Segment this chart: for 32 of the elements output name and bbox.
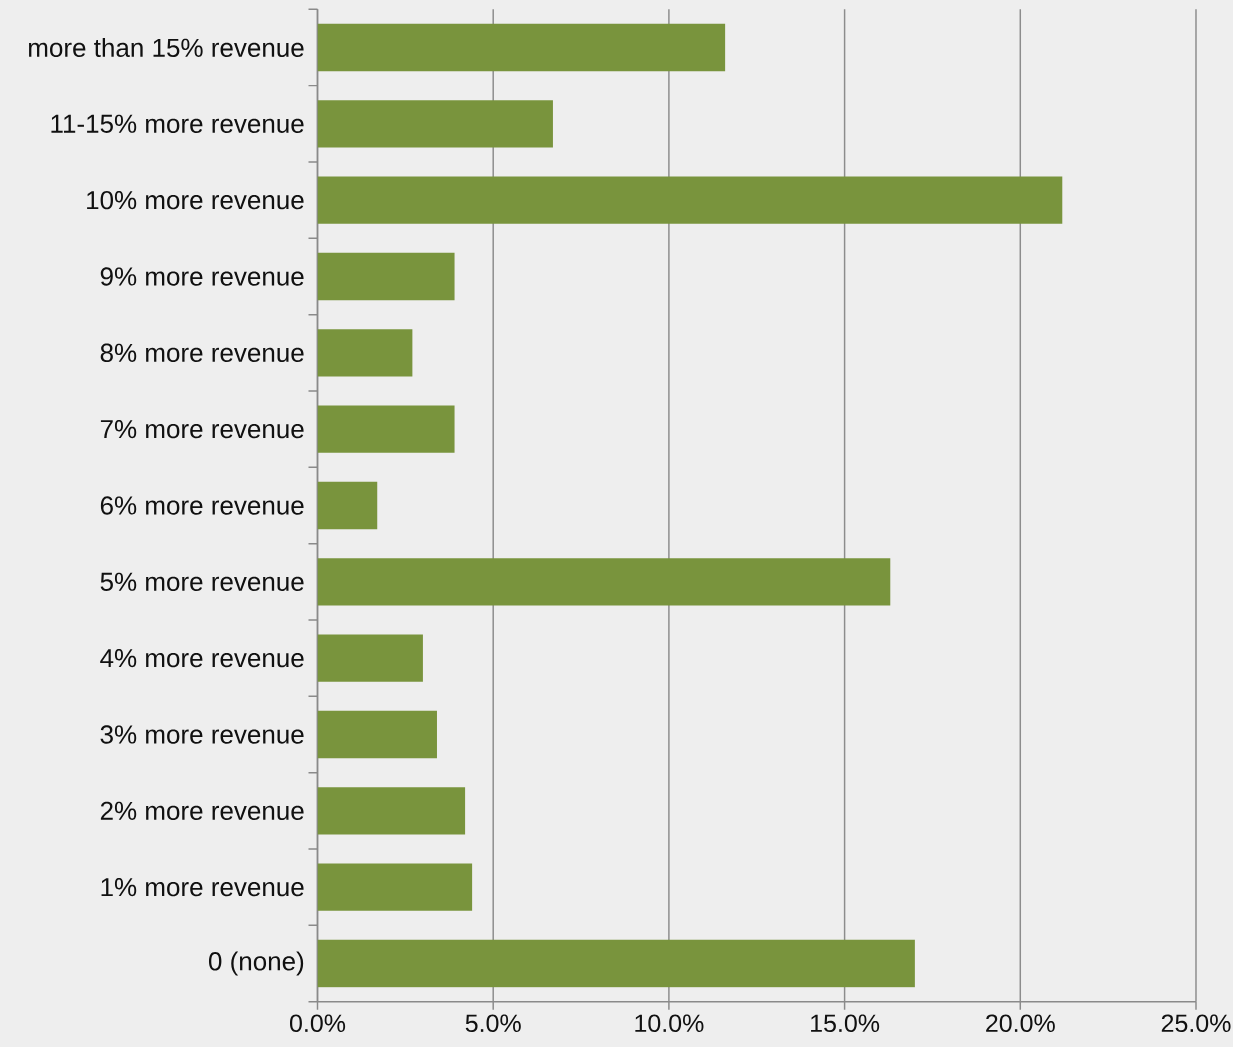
bar — [317, 176, 1063, 224]
y-tick-label: 1% more revenue — [101, 878, 304, 897]
x-tick-label: 10.0% — [635, 1014, 704, 1033]
bar — [317, 558, 891, 606]
x-tick-label: 0.0% — [289, 1014, 346, 1033]
y-tick-label: 6% more revenue — [100, 496, 304, 515]
y-tick-label: 9% more revenue — [100, 267, 304, 286]
y-tick-label: 5% more revenue — [100, 572, 304, 591]
x-tick-label: 20.0% — [986, 1014, 1055, 1033]
bar — [317, 405, 455, 453]
bar — [317, 252, 455, 301]
bar — [317, 23, 726, 72]
y-tick-label: 10% more revenue — [87, 190, 304, 210]
y-tick-label: 7% more revenue — [100, 420, 304, 439]
bar — [317, 329, 413, 377]
x-tick-label: 15.0% — [811, 1014, 880, 1033]
y-tick-label: 0 (none) — [208, 951, 304, 976]
y-tick-label: 11-15% more revenue — [51, 114, 304, 133]
y-tick-label: 3% more revenue — [100, 725, 304, 744]
bar — [317, 481, 378, 530]
bar — [317, 710, 437, 759]
y-tick-label: 2% more revenue — [100, 801, 304, 821]
bar — [317, 100, 553, 148]
x-tick-label: 5.0% — [465, 1014, 521, 1033]
y-tick-label: 8% more revenue — [100, 343, 304, 363]
bar — [317, 787, 466, 835]
bar — [317, 939, 915, 988]
x-tick-label: 25.0% — [1161, 1014, 1231, 1033]
bar — [317, 863, 473, 911]
y-tick-label: 4% more revenue — [100, 649, 304, 668]
bar — [317, 634, 423, 682]
y-tick-label: more than 15% revenue — [29, 37, 304, 58]
